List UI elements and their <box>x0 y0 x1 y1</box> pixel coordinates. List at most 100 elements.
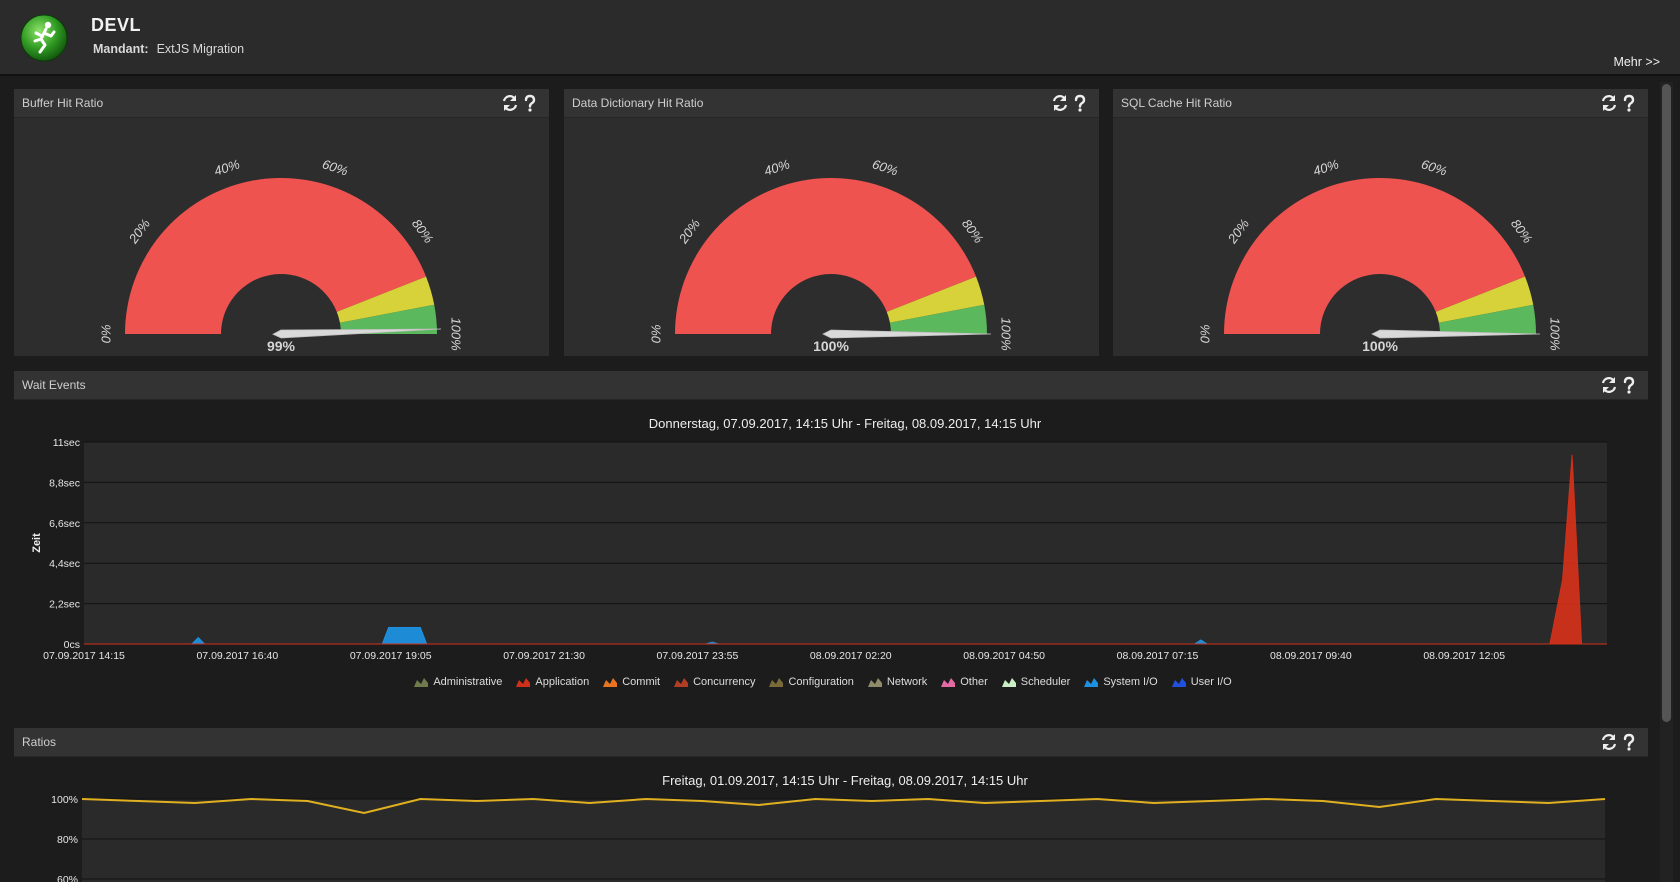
mandant-info: Mandant: ExtJS Migration <box>93 42 244 56</box>
mandant-value: ExtJS Migration <box>156 42 245 56</box>
gauge-value: 100% <box>813 338 849 354</box>
refresh-icon[interactable] <box>1600 375 1618 395</box>
panel-title: Data Dictionary Hit Ratio <box>572 96 704 110</box>
gauge-tick-label: 60% <box>320 156 349 178</box>
y-tick-label: 80% <box>57 834 78 846</box>
x-tick-label: 08.09.2017 07:15 <box>1117 650 1199 662</box>
legend-symbol-icon <box>867 678 882 688</box>
help-icon[interactable] <box>1622 375 1640 395</box>
help-icon[interactable] <box>1622 93 1640 113</box>
legend-symbol-icon <box>941 678 956 688</box>
legend-label: System I/O <box>1103 676 1158 688</box>
gauge-band-red <box>125 178 427 334</box>
gauge-tick-label: 0% <box>1197 325 1212 344</box>
legend-symbol-icon <box>516 678 531 688</box>
help-icon[interactable] <box>1073 93 1091 113</box>
panel-tools <box>1600 732 1640 752</box>
gauge-chart: 0% 20% 40% 60% 80% 100% 99% <box>98 156 464 354</box>
gauge-chart: 0% 20% 40% 60% 80% 100% 100% <box>1197 156 1562 354</box>
gauge-tick-label: 60% <box>870 156 899 178</box>
refresh-icon[interactable] <box>1600 732 1618 752</box>
app-header: DEVL Mandant: ExtJS Migration Mehr >> <box>0 0 1680 76</box>
legend-label: Administrative <box>433 676 503 688</box>
runner-logo-icon <box>20 14 68 62</box>
gauge-band-green <box>339 304 437 334</box>
gauge-band-yellow <box>886 276 985 323</box>
legend-item-concurrency[interactable]: Concurrency <box>674 676 755 688</box>
legend-item-commit[interactable]: Commit <box>603 676 660 688</box>
gauge-tick-label: 40% <box>212 156 241 178</box>
legend-item-configuration[interactable]: Configuration <box>769 676 854 688</box>
legend-item-network[interactable]: Network <box>867 676 928 688</box>
series-area-application <box>84 454 1607 645</box>
legend-symbol-icon <box>1001 678 1016 688</box>
panel-header: SQL Cache Hit Ratio <box>1113 89 1648 118</box>
legend-label: User I/O <box>1190 676 1232 688</box>
x-tick-label: 07.09.2017 21:30 <box>503 650 585 662</box>
legend-item-application[interactable]: Application <box>516 676 589 688</box>
panel-title: Buffer Hit Ratio <box>22 96 104 110</box>
panel-tools <box>1600 375 1640 395</box>
legend-symbol-icon <box>414 678 429 688</box>
gauge-panel-buffer-hit-ratio: Buffer Hit Ratio 0% 20% 40% 60% 80% 100% 99% <box>14 89 549 356</box>
x-tick-label: 07.09.2017 23:55 <box>657 650 739 662</box>
gauge-band-red <box>1224 178 1526 334</box>
wait-events-chart: Donnerstag, 07.09.2017, 14:15 Uhr - Frei… <box>31 416 1607 662</box>
gauge-tick-label: 20% <box>675 216 703 247</box>
system-title: DEVL <box>91 15 142 35</box>
refresh-icon[interactable] <box>1600 93 1618 113</box>
y-tick-label: 11sec <box>53 437 80 449</box>
x-tick-label: 08.09.2017 09:40 <box>1270 650 1352 662</box>
panel-header: Ratios <box>14 728 1648 757</box>
legend-symbol-icon <box>603 678 618 688</box>
gauge-needle <box>1371 329 1541 339</box>
legend-item-administrative[interactable]: Administrative <box>414 676 502 688</box>
x-tick-label: 08.09.2017 12:05 <box>1423 650 1505 662</box>
refresh-icon[interactable] <box>1051 93 1069 113</box>
panel-header: Wait Events <box>14 371 1648 400</box>
gauge-tick-label: 100% <box>449 317 464 350</box>
legend-symbol-icon <box>674 678 689 688</box>
y-tick-label: 60% <box>57 874 78 882</box>
gauge-tick-label: 20% <box>1224 216 1252 247</box>
scrollbar-thumb[interactable] <box>1662 84 1671 722</box>
gauge-band-red <box>675 178 977 334</box>
legend-label: Application <box>535 676 590 688</box>
panel-title: Ratios <box>22 735 57 749</box>
legend-item-other[interactable]: Other <box>941 676 988 688</box>
legend-item-scheduler[interactable]: Scheduler <box>1001 676 1070 688</box>
legend-item-user-i-o[interactable]: User I/O <box>1171 676 1232 688</box>
gauge-tick-label: 60% <box>1419 156 1448 178</box>
vertical-scrollbar[interactable] <box>1660 82 1673 882</box>
legend-label: Other <box>960 676 988 688</box>
gauge-value: 99% <box>267 338 296 354</box>
x-tick-label: 07.09.2017 19:05 <box>350 650 432 662</box>
legend-item-system-i-o[interactable]: System I/O <box>1084 676 1158 688</box>
y-tick-label: 8,8sec <box>49 477 80 489</box>
y-tick-label: 4,4sec <box>49 558 80 570</box>
chart-title: Donnerstag, 07.09.2017, 14:15 Uhr - Frei… <box>649 416 1042 431</box>
more-link[interactable]: Mehr >> <box>1613 55 1660 69</box>
gauge-panel-data-dictionary-hit-ratio: Data Dictionary Hit Ratio 0% 20% 40% 60% 80%… <box>564 89 1099 356</box>
wait-events-legend: Administrative Application Commit Concurren… <box>0 676 1646 688</box>
legend-label: Network <box>886 676 928 688</box>
gauge-tick-label: 20% <box>125 216 153 247</box>
y-tick-label: 6,6sec <box>49 518 80 530</box>
x-tick-label: 07.09.2017 14:15 <box>43 650 125 662</box>
panel-header: Buffer Hit Ratio <box>14 89 549 118</box>
gauge-tick-label: 100% <box>999 317 1014 350</box>
gauge-tick-label: 80% <box>1508 216 1535 246</box>
refresh-icon[interactable] <box>501 93 519 113</box>
gauge-body: 0% 20% 40% 60% 80% 100% 99% <box>14 118 549 356</box>
help-icon[interactable] <box>1622 732 1640 752</box>
legend-label: Commit <box>622 676 661 688</box>
gauge-body: 0% 20% 40% 60% 80% 100% 100% <box>564 118 1099 356</box>
panel-tools <box>501 93 541 113</box>
gauge-tick-label: 80% <box>959 216 986 246</box>
help-icon[interactable] <box>523 93 541 113</box>
x-tick-label: 08.09.2017 02:20 <box>810 650 892 662</box>
legend-label: Configuration <box>788 676 854 688</box>
ratios-chart: Freitag, 01.09.2017, 14:15 Uhr - Freitag… <box>51 773 1606 882</box>
gauge-chart: 0% 20% 40% 60% 80% 100% 100% <box>648 156 1014 354</box>
x-tick-label: 08.09.2017 04:50 <box>963 650 1045 662</box>
